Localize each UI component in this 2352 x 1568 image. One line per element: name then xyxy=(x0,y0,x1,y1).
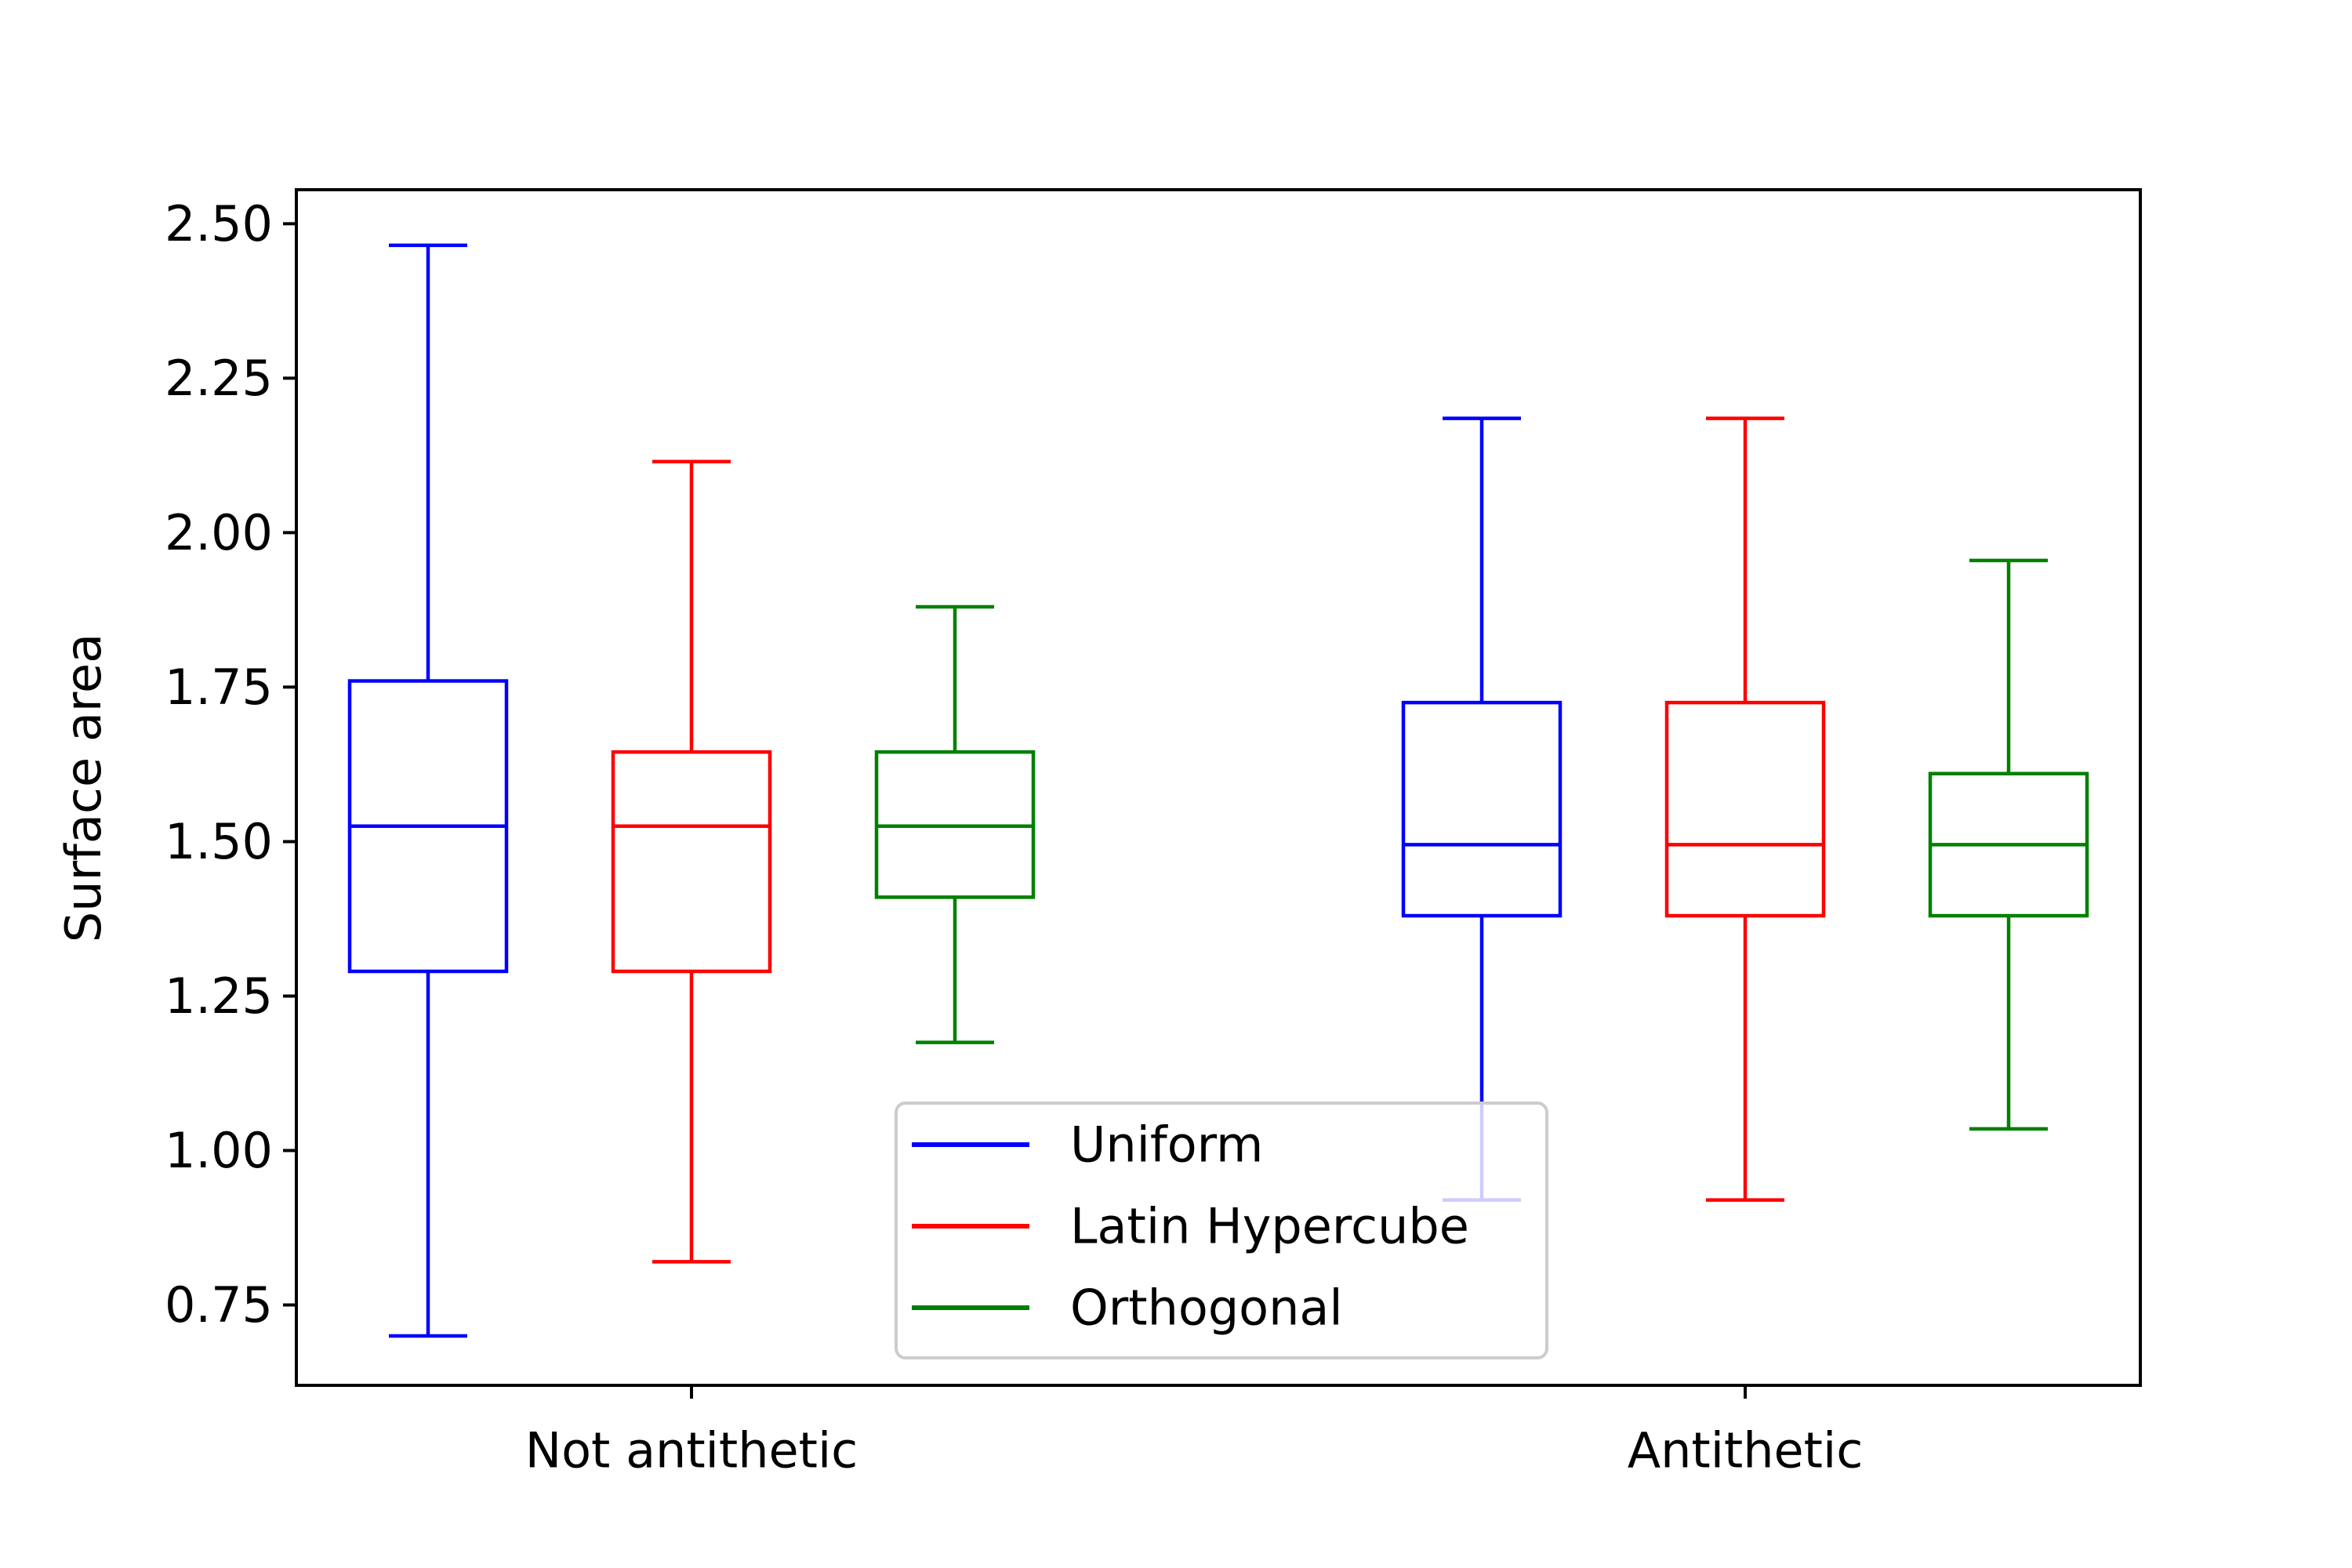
y-axis-title: Surface area xyxy=(55,633,112,942)
x-tick-label: Not antithetic xyxy=(525,1422,858,1479)
legend-entry: Orthogonal xyxy=(912,1279,1343,1337)
y-tick-label: 2.25 xyxy=(165,350,273,407)
box-orthogonal-1 xyxy=(874,604,1036,1044)
legend-entry: Uniform xyxy=(912,1116,1263,1174)
y-tick-label: 1.50 xyxy=(165,813,273,870)
box-orthogonal-2 xyxy=(1928,558,2089,1131)
y-tick-label: 1.00 xyxy=(165,1122,273,1179)
boxes-layer xyxy=(347,243,2089,1338)
plot-frame xyxy=(295,188,2142,1387)
legend: Uniform Latin Hypercube Orthogonal xyxy=(895,1102,1548,1359)
box-iqr xyxy=(611,750,772,974)
box-uniform-1 xyxy=(347,243,509,1338)
y-tick-label: 2.00 xyxy=(165,504,273,561)
y-tick-label: 1.75 xyxy=(165,659,273,716)
box-uniform-2 xyxy=(1401,416,1563,1202)
legend-label: Uniform xyxy=(1070,1116,1263,1174)
legend-entry: Latin Hypercube xyxy=(912,1198,1469,1255)
y-tick-label: 2.50 xyxy=(165,195,273,252)
legend-label: Latin Hypercube xyxy=(1070,1198,1469,1255)
y-tick-label: 1.25 xyxy=(165,967,273,1025)
box-iqr xyxy=(1664,700,1826,918)
legend-frame xyxy=(895,1102,1548,1359)
box-latin-hypercube-2 xyxy=(1664,416,1826,1202)
box-iqr xyxy=(1401,700,1563,918)
y-tick-label: 0.75 xyxy=(165,1276,273,1334)
x-axis: Not antithetic Antithetic xyxy=(525,1385,1864,1479)
legend-label: Orthogonal xyxy=(1070,1279,1343,1337)
y-axis: 0.75 1.00 1.25 1.50 1.75 2.00 2.25 2.50 xyxy=(165,195,296,1334)
box-latin-hypercube-1 xyxy=(611,459,772,1264)
x-tick-label: Antithetic xyxy=(1628,1422,1864,1479)
